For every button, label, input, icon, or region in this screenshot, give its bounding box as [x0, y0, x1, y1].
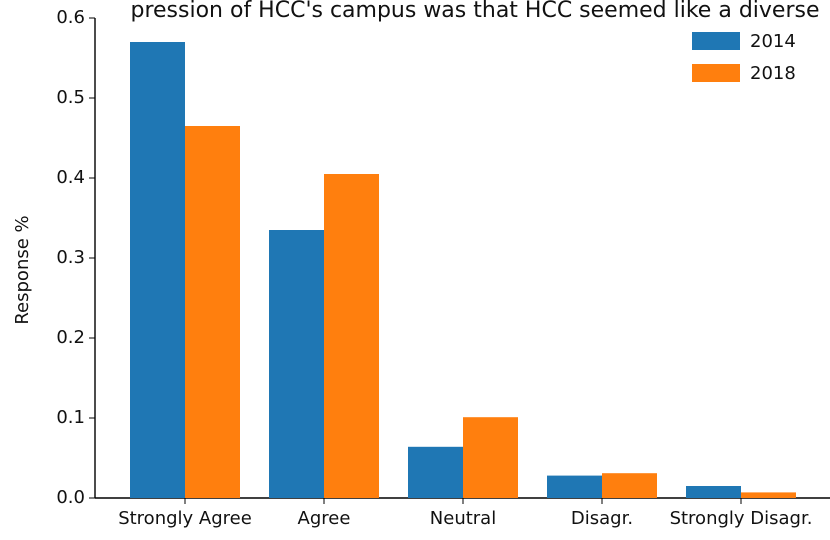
y-tick-label: 0.0 [56, 487, 85, 508]
y-axis-label: Response % [12, 215, 33, 324]
bar-2014-2 [408, 446, 463, 498]
chart-title: pression of HCC's campus was that HCC se… [130, 0, 819, 23]
y-tick-label: 0.1 [56, 407, 85, 428]
x-tick-label: Strongly Disagr. [670, 508, 813, 529]
bar-2018-3 [602, 473, 657, 498]
y-tick-label: 0.4 [56, 167, 85, 188]
bar-2014-4 [686, 486, 741, 498]
x-tick-label: Disagr. [571, 508, 633, 529]
y-tick-label: 0.3 [56, 247, 85, 268]
bar-2014-1 [269, 230, 324, 498]
legend-swatch-2018 [692, 64, 740, 82]
x-tick-label: Neutral [430, 508, 496, 529]
bar-2014-0 [130, 42, 185, 498]
bar-2018-0 [185, 126, 240, 498]
plot-area: 0.0 0.1 0.2 0.3 0.4 0.5 0.6 Strongly Agree Agree… [56, 7, 830, 529]
legend-label-2018: 2018 [750, 63, 796, 84]
legend-label-2014: 2014 [750, 31, 796, 52]
bar-2014-3 [547, 475, 602, 498]
y-tick-label: 0.2 [56, 327, 85, 348]
bar-2018-4 [741, 492, 796, 498]
x-tick-label: Strongly Agree [118, 508, 252, 529]
y-tick-label: 0.6 [56, 7, 85, 28]
bar-2018-2 [463, 417, 518, 498]
x-tick-label: Agree [298, 508, 351, 529]
bar-2018-1 [324, 174, 379, 498]
y-tick-label: 0.5 [56, 87, 85, 108]
legend-swatch-2014 [692, 32, 740, 50]
